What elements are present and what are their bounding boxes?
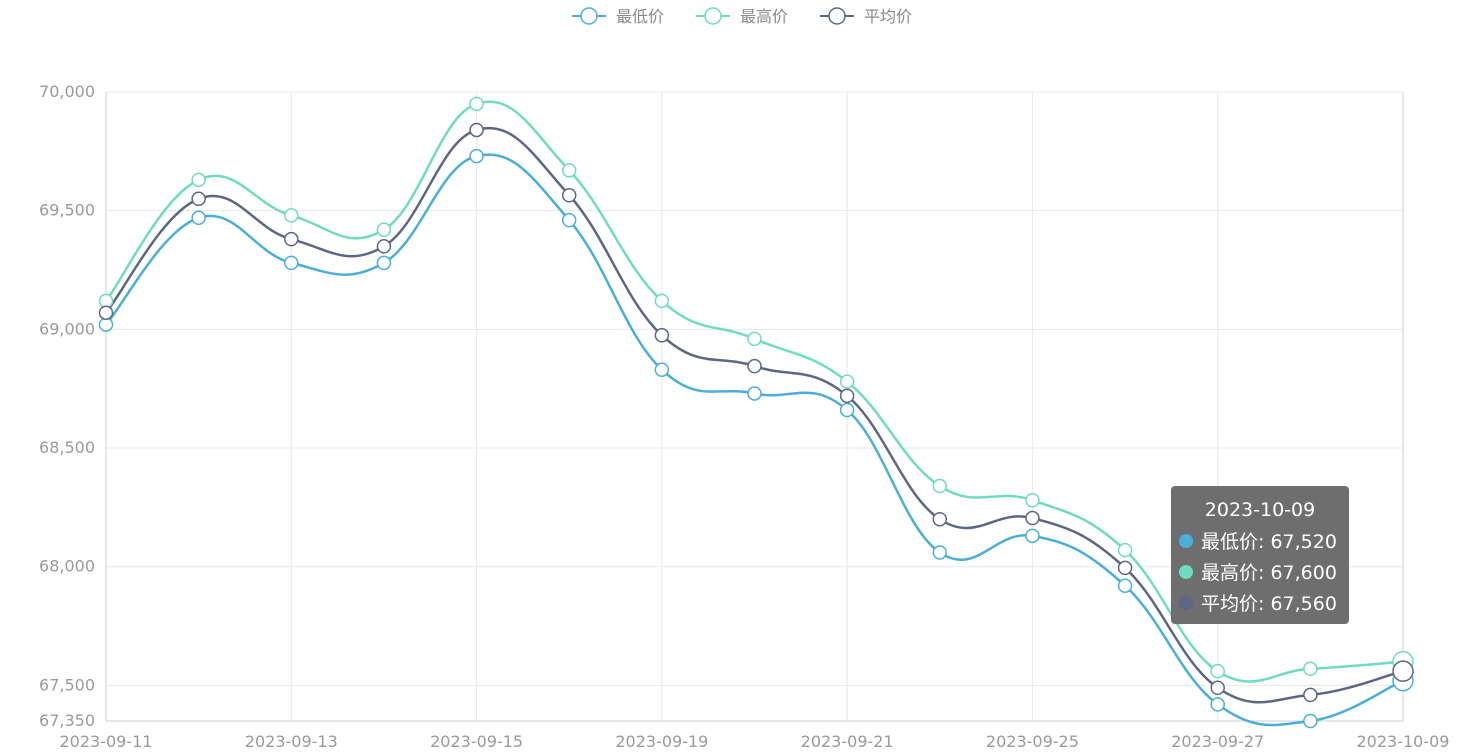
tooltip-marker: [1179, 534, 1193, 548]
data-point[interactable]: [839, 388, 855, 404]
series-lines: [105, 100, 1404, 727]
data-point[interactable]: [561, 188, 577, 203]
data-point[interactable]: [469, 96, 484, 112]
data-point[interactable]: [932, 478, 948, 494]
data-point[interactable]: [654, 362, 670, 377]
tooltip-row: 平均价: 67,560: [1201, 593, 1337, 615]
y-tick-label: 69,500: [39, 201, 95, 220]
data-point[interactable]: [654, 293, 670, 309]
data-point[interactable]: [376, 255, 392, 271]
tooltip: 2023-10-09 最低价: 67,520 最高价: 67,600 平均价: 67,…: [1171, 486, 1349, 624]
y-tick-label: 68,500: [39, 438, 95, 457]
legend-item[interactable]: 最低价: [572, 7, 664, 26]
legend-label: 最低价: [616, 7, 664, 26]
tooltip-box: [1171, 486, 1349, 624]
data-point[interactable]: [1025, 528, 1040, 544]
tooltip-marker: [1179, 565, 1193, 579]
tooltip-row: 最低价: 67,520: [1201, 531, 1337, 553]
data-point[interactable]: [376, 239, 392, 254]
series-line: [105, 153, 1404, 727]
y-tick-label: 69,000: [39, 319, 95, 338]
data-point[interactable]: [839, 402, 855, 418]
data-points[interactable]: [98, 96, 1414, 729]
data-point[interactable]: [1025, 510, 1040, 526]
data-point[interactable]: [469, 122, 484, 138]
data-point[interactable]: [376, 222, 392, 237]
x-tick-label: 2023-09-11: [60, 732, 153, 751]
data-point[interactable]: [932, 511, 948, 527]
data-point[interactable]: [469, 148, 484, 164]
y-tick-label: 67,500: [39, 675, 95, 694]
data-point[interactable]: [1025, 493, 1040, 508]
data-point[interactable]: [1303, 687, 1318, 703]
data-point[interactable]: [932, 545, 948, 560]
data-point[interactable]: [98, 305, 114, 320]
x-tick-label: 2023-09-15: [430, 732, 523, 751]
data-point[interactable]: [561, 212, 577, 228]
data-point[interactable]: [191, 172, 206, 188]
data-point[interactable]: [98, 317, 114, 332]
data-point[interactable]: [747, 386, 762, 401]
tooltip-title: 2023-10-09: [1205, 499, 1315, 521]
x-tick-label: 2023-09-19: [615, 732, 708, 751]
x-tick-label: 2023-09-27: [1171, 732, 1264, 751]
series-line: [105, 127, 1404, 704]
data-point[interactable]: [1117, 578, 1133, 593]
data-point[interactable]: [191, 191, 206, 207]
axes: 70,000 69,500 69,000 68,500 68,000 67,500 67,3…: [39, 82, 1449, 751]
tooltip-row: 最高价: 67,600: [1201, 562, 1337, 584]
x-tick-label: 2023-09-25: [986, 732, 1079, 751]
y-tick-label: 68,000: [39, 557, 95, 576]
data-point[interactable]: [1210, 663, 1225, 679]
data-point[interactable]: [747, 358, 762, 374]
data-point[interactable]: [747, 331, 762, 347]
data-point[interactable]: [284, 255, 299, 271]
data-point[interactable]: [1303, 713, 1318, 729]
grid: [105, 91, 1404, 722]
data-point[interactable]: [191, 210, 206, 226]
legend-item[interactable]: 平均价: [820, 7, 912, 26]
data-point[interactable]: [1210, 697, 1225, 712]
data-point[interactable]: [284, 208, 299, 223]
data-point[interactable]: [1392, 660, 1414, 682]
legend-marker: [580, 7, 598, 25]
tooltip-marker: [1179, 596, 1193, 610]
data-point[interactable]: [561, 163, 577, 178]
data-point[interactable]: [1210, 680, 1225, 696]
legend-item[interactable]: 最高价: [696, 7, 788, 26]
data-point[interactable]: [1117, 542, 1133, 558]
y-tick-label: 70,000: [39, 82, 95, 101]
legend-marker: [704, 7, 722, 25]
legend-label: 平均价: [864, 7, 912, 26]
data-point[interactable]: [284, 231, 299, 247]
legend-label: 最高价: [740, 7, 788, 26]
y-tick-label: 67,350: [39, 711, 95, 730]
data-point[interactable]: [839, 374, 855, 389]
data-point[interactable]: [98, 293, 114, 309]
legend-marker: [828, 7, 846, 25]
x-tick-label: 2023-10-09: [1357, 732, 1450, 751]
x-tick-label: 2023-09-21: [801, 732, 894, 751]
x-tick-label: 2023-09-13: [245, 732, 338, 751]
legend[interactable]: 最低价 最高价 平均价: [572, 7, 912, 26]
data-point[interactable]: [654, 328, 670, 343]
data-point[interactable]: [1303, 661, 1318, 677]
data-point[interactable]: [1117, 560, 1133, 576]
